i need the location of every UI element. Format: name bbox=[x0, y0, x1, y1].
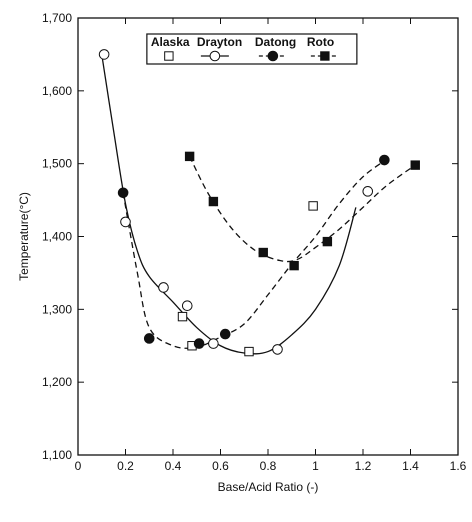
y-tick-label: 1,200 bbox=[42, 375, 72, 389]
point-drayton bbox=[158, 282, 169, 293]
point-roto bbox=[184, 151, 195, 162]
point-datong bbox=[379, 154, 390, 166]
y-tick-label: 1,700 bbox=[42, 11, 72, 25]
series-drayton bbox=[98, 49, 374, 355]
legend-label-roto: Roto bbox=[307, 35, 334, 49]
point-roto bbox=[208, 196, 219, 207]
y-tick-label: 1,600 bbox=[42, 84, 72, 98]
point-datong bbox=[193, 338, 205, 349]
point-alaska bbox=[177, 311, 188, 322]
legend-marker-drayton bbox=[209, 50, 221, 62]
x-tick-label: 1.6 bbox=[450, 459, 467, 473]
point-alaska bbox=[308, 201, 318, 211]
x-tick-label: 1.4 bbox=[402, 459, 419, 473]
series-line-roto bbox=[189, 156, 416, 263]
x-tick-label: 0.6 bbox=[212, 459, 229, 473]
x-tick-label: 0.2 bbox=[117, 459, 134, 473]
series-roto bbox=[184, 151, 420, 271]
point-drayton bbox=[272, 344, 283, 355]
point-drayton bbox=[362, 186, 374, 197]
point-alaska bbox=[244, 346, 254, 357]
x-tick-label: 0 bbox=[75, 459, 82, 473]
legend-marker-roto bbox=[320, 51, 330, 61]
point-datong bbox=[219, 328, 231, 340]
plot-frame bbox=[77, 17, 459, 456]
x-axis-title: Base/Acid Ratio (-) bbox=[218, 480, 319, 494]
legend-label-drayton: Drayton bbox=[197, 35, 242, 49]
y-tick-label: 1,500 bbox=[42, 157, 72, 171]
series-alaska bbox=[177, 201, 318, 357]
series-datong bbox=[117, 154, 390, 349]
point-drayton bbox=[208, 338, 219, 349]
legend-label-alaska: Alaska bbox=[151, 35, 190, 49]
y-tick-label: 1,100 bbox=[42, 448, 72, 462]
series-line-datong bbox=[122, 158, 388, 349]
legend-label-datong: Datong bbox=[255, 35, 296, 49]
point-roto bbox=[410, 160, 420, 170]
x-tick-label: 0.4 bbox=[165, 459, 182, 473]
point-drayton bbox=[120, 216, 131, 228]
legend-marker-datong bbox=[267, 50, 279, 62]
point-drayton bbox=[98, 49, 110, 60]
point-drayton bbox=[181, 300, 193, 311]
x-tick-label: 1 bbox=[312, 459, 319, 473]
point-roto bbox=[289, 260, 299, 271]
y-tick-label: 1,300 bbox=[42, 302, 72, 316]
point-datong bbox=[143, 333, 155, 344]
legend-marker-alaska bbox=[164, 51, 174, 61]
point-datong bbox=[117, 187, 129, 199]
point-roto bbox=[258, 247, 268, 258]
legend: Alaska Drayton Datong Roto bbox=[151, 35, 339, 62]
y-axis-title: Temperature(°C) bbox=[17, 192, 31, 281]
x-tick-label: 1.2 bbox=[355, 459, 372, 473]
x-tick-label: 0.8 bbox=[260, 459, 277, 473]
y-tick-label: 1,400 bbox=[42, 230, 72, 244]
point-roto bbox=[322, 236, 333, 247]
